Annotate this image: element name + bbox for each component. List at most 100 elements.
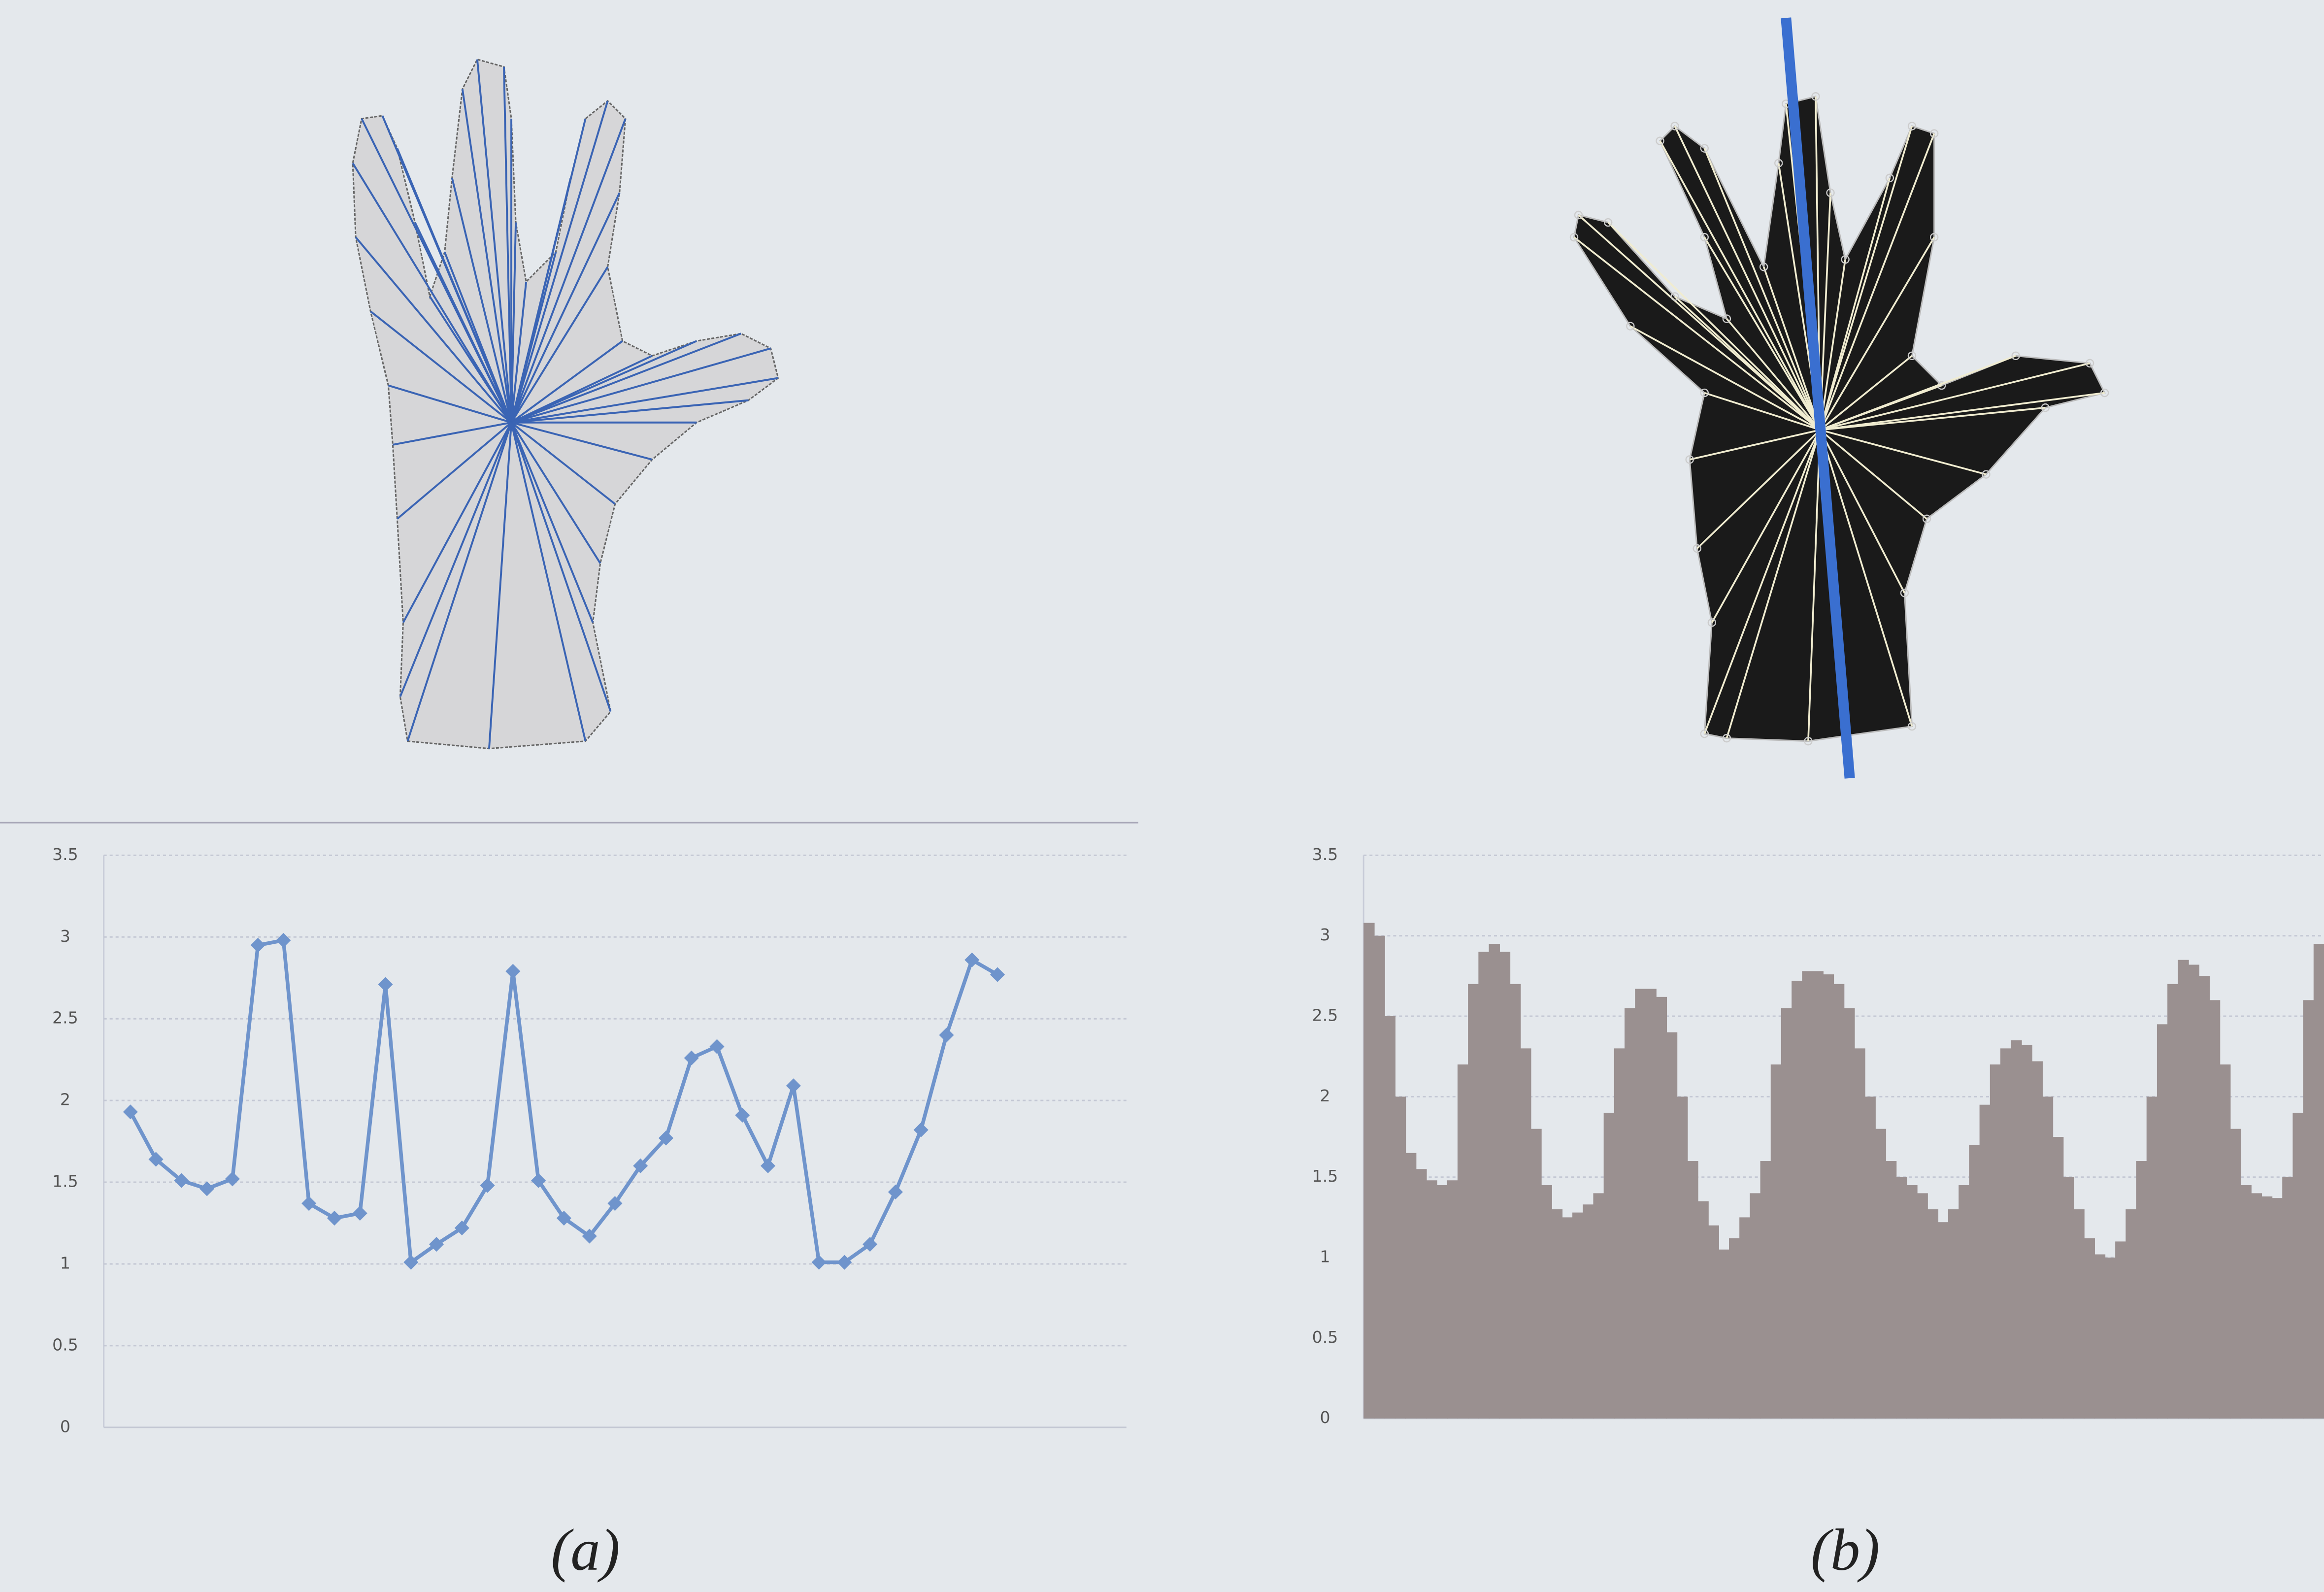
bar <box>1927 1209 1938 1419</box>
bar <box>1583 1204 1594 1418</box>
bar <box>1792 981 1802 1419</box>
y-tick-label: 1 <box>1320 1247 1330 1266</box>
bar <box>1552 1209 1562 1419</box>
bar <box>1864 1096 1875 1418</box>
bar <box>1656 997 1667 1419</box>
y-tick-label: 3.5 <box>1312 845 1338 864</box>
caption: (a) <box>551 1518 620 1583</box>
bar <box>1530 1129 1541 1419</box>
bar <box>1416 1169 1427 1418</box>
y-tick-label: 0.5 <box>52 1335 78 1354</box>
bar <box>1374 936 1385 1419</box>
bar <box>2178 960 2189 1419</box>
bar <box>1719 1250 1729 1419</box>
bar <box>1666 1032 1677 1419</box>
bar <box>1499 952 1510 1418</box>
bar <box>1478 952 1489 1418</box>
y-tick-label: 1.5 <box>52 1172 78 1191</box>
bar <box>2063 1177 2074 1419</box>
bar <box>1437 1185 1448 1419</box>
bar <box>2053 1137 2063 1419</box>
bar <box>1844 1008 1855 1419</box>
bar <box>1781 1008 1792 1419</box>
page: {"chart_data": [ {"type": "line", "capti… <box>0 0 2324 1592</box>
bar <box>2292 1113 2303 1419</box>
bar <box>1875 1129 1886 1419</box>
bar <box>2147 1096 2158 1418</box>
bar <box>1917 1193 1927 1418</box>
bar <box>2261 1196 2272 1419</box>
bar <box>1385 1016 1395 1419</box>
bar <box>1405 1153 1416 1419</box>
bar <box>1614 1048 1625 1418</box>
bar <box>2042 1096 2053 1418</box>
bar <box>2084 1238 2095 1419</box>
bar <box>2199 976 2210 1418</box>
bar <box>1562 1217 1573 1418</box>
bar <box>1771 1064 1782 1419</box>
y-tick-label: 1 <box>60 1253 70 1272</box>
bar <box>1886 1161 1896 1419</box>
bar <box>2115 1241 2126 1418</box>
y-tick-label: 1.5 <box>1312 1166 1338 1186</box>
bar <box>2188 965 2199 1419</box>
bar <box>2251 1193 2262 1418</box>
bar <box>1489 944 1500 1419</box>
y-tick-label: 2.5 <box>1312 1006 1338 1025</box>
bar <box>2157 1024 2168 1418</box>
bar <box>1938 1222 1949 1419</box>
bar <box>2011 1040 2022 1419</box>
bar <box>2000 1048 2011 1418</box>
bar <box>2282 1177 2293 1419</box>
bar <box>1708 1226 1719 1419</box>
bar <box>2272 1198 2283 1419</box>
bar <box>1739 1217 1750 1418</box>
bar <box>2303 1000 2314 1418</box>
bar <box>2021 1045 2032 1419</box>
bar <box>1697 1201 1708 1419</box>
bar <box>1447 1180 1458 1418</box>
bar <box>1959 1185 1969 1419</box>
bar <box>1593 1193 1604 1418</box>
figure: (a) (b) 00.511.522.533.500.511.522.533.5 <box>0 0 2324 1592</box>
bar <box>1802 971 1813 1419</box>
bar <box>2240 1185 2251 1419</box>
bar <box>1687 1161 1698 1419</box>
bar <box>1833 984 1844 1419</box>
bar <box>2167 984 2178 1419</box>
bar <box>1980 1105 1991 1419</box>
bar <box>1572 1213 1583 1419</box>
bar <box>2032 1061 2043 1419</box>
bar <box>1677 1096 1688 1418</box>
bar <box>1990 1064 2001 1419</box>
y-tick-label: 2.5 <box>52 1008 78 1028</box>
bar <box>1541 1185 1552 1419</box>
bar <box>1510 984 1521 1419</box>
y-tick-label: 3.5 <box>52 845 78 864</box>
bar <box>2314 944 2324 1419</box>
bar <box>1520 1048 1531 1418</box>
bar <box>2125 1209 2136 1419</box>
caption: (b) <box>1811 1518 1880 1583</box>
bar <box>1625 1008 1635 1419</box>
bar <box>1604 1113 1615 1419</box>
bar <box>1468 984 1479 1419</box>
bar <box>2136 1161 2147 1419</box>
bar <box>1948 1209 1959 1419</box>
y-tick-label: 3 <box>1320 925 1330 944</box>
y-tick-label: 3 <box>60 927 70 946</box>
bar <box>1729 1238 1740 1419</box>
bar <box>1426 1180 1437 1418</box>
bar <box>2094 1255 2105 1419</box>
bar <box>1823 974 1834 1419</box>
y-tick-label: 2 <box>1320 1086 1330 1105</box>
bar <box>2220 1064 2230 1419</box>
bar <box>2105 1258 2116 1419</box>
bar <box>1750 1193 1760 1418</box>
bar <box>1969 1145 1980 1418</box>
bar <box>2209 1000 2220 1418</box>
bar <box>1645 989 1656 1419</box>
bar <box>1813 971 1824 1419</box>
bar <box>2230 1129 2241 1419</box>
bar <box>1635 989 1646 1419</box>
